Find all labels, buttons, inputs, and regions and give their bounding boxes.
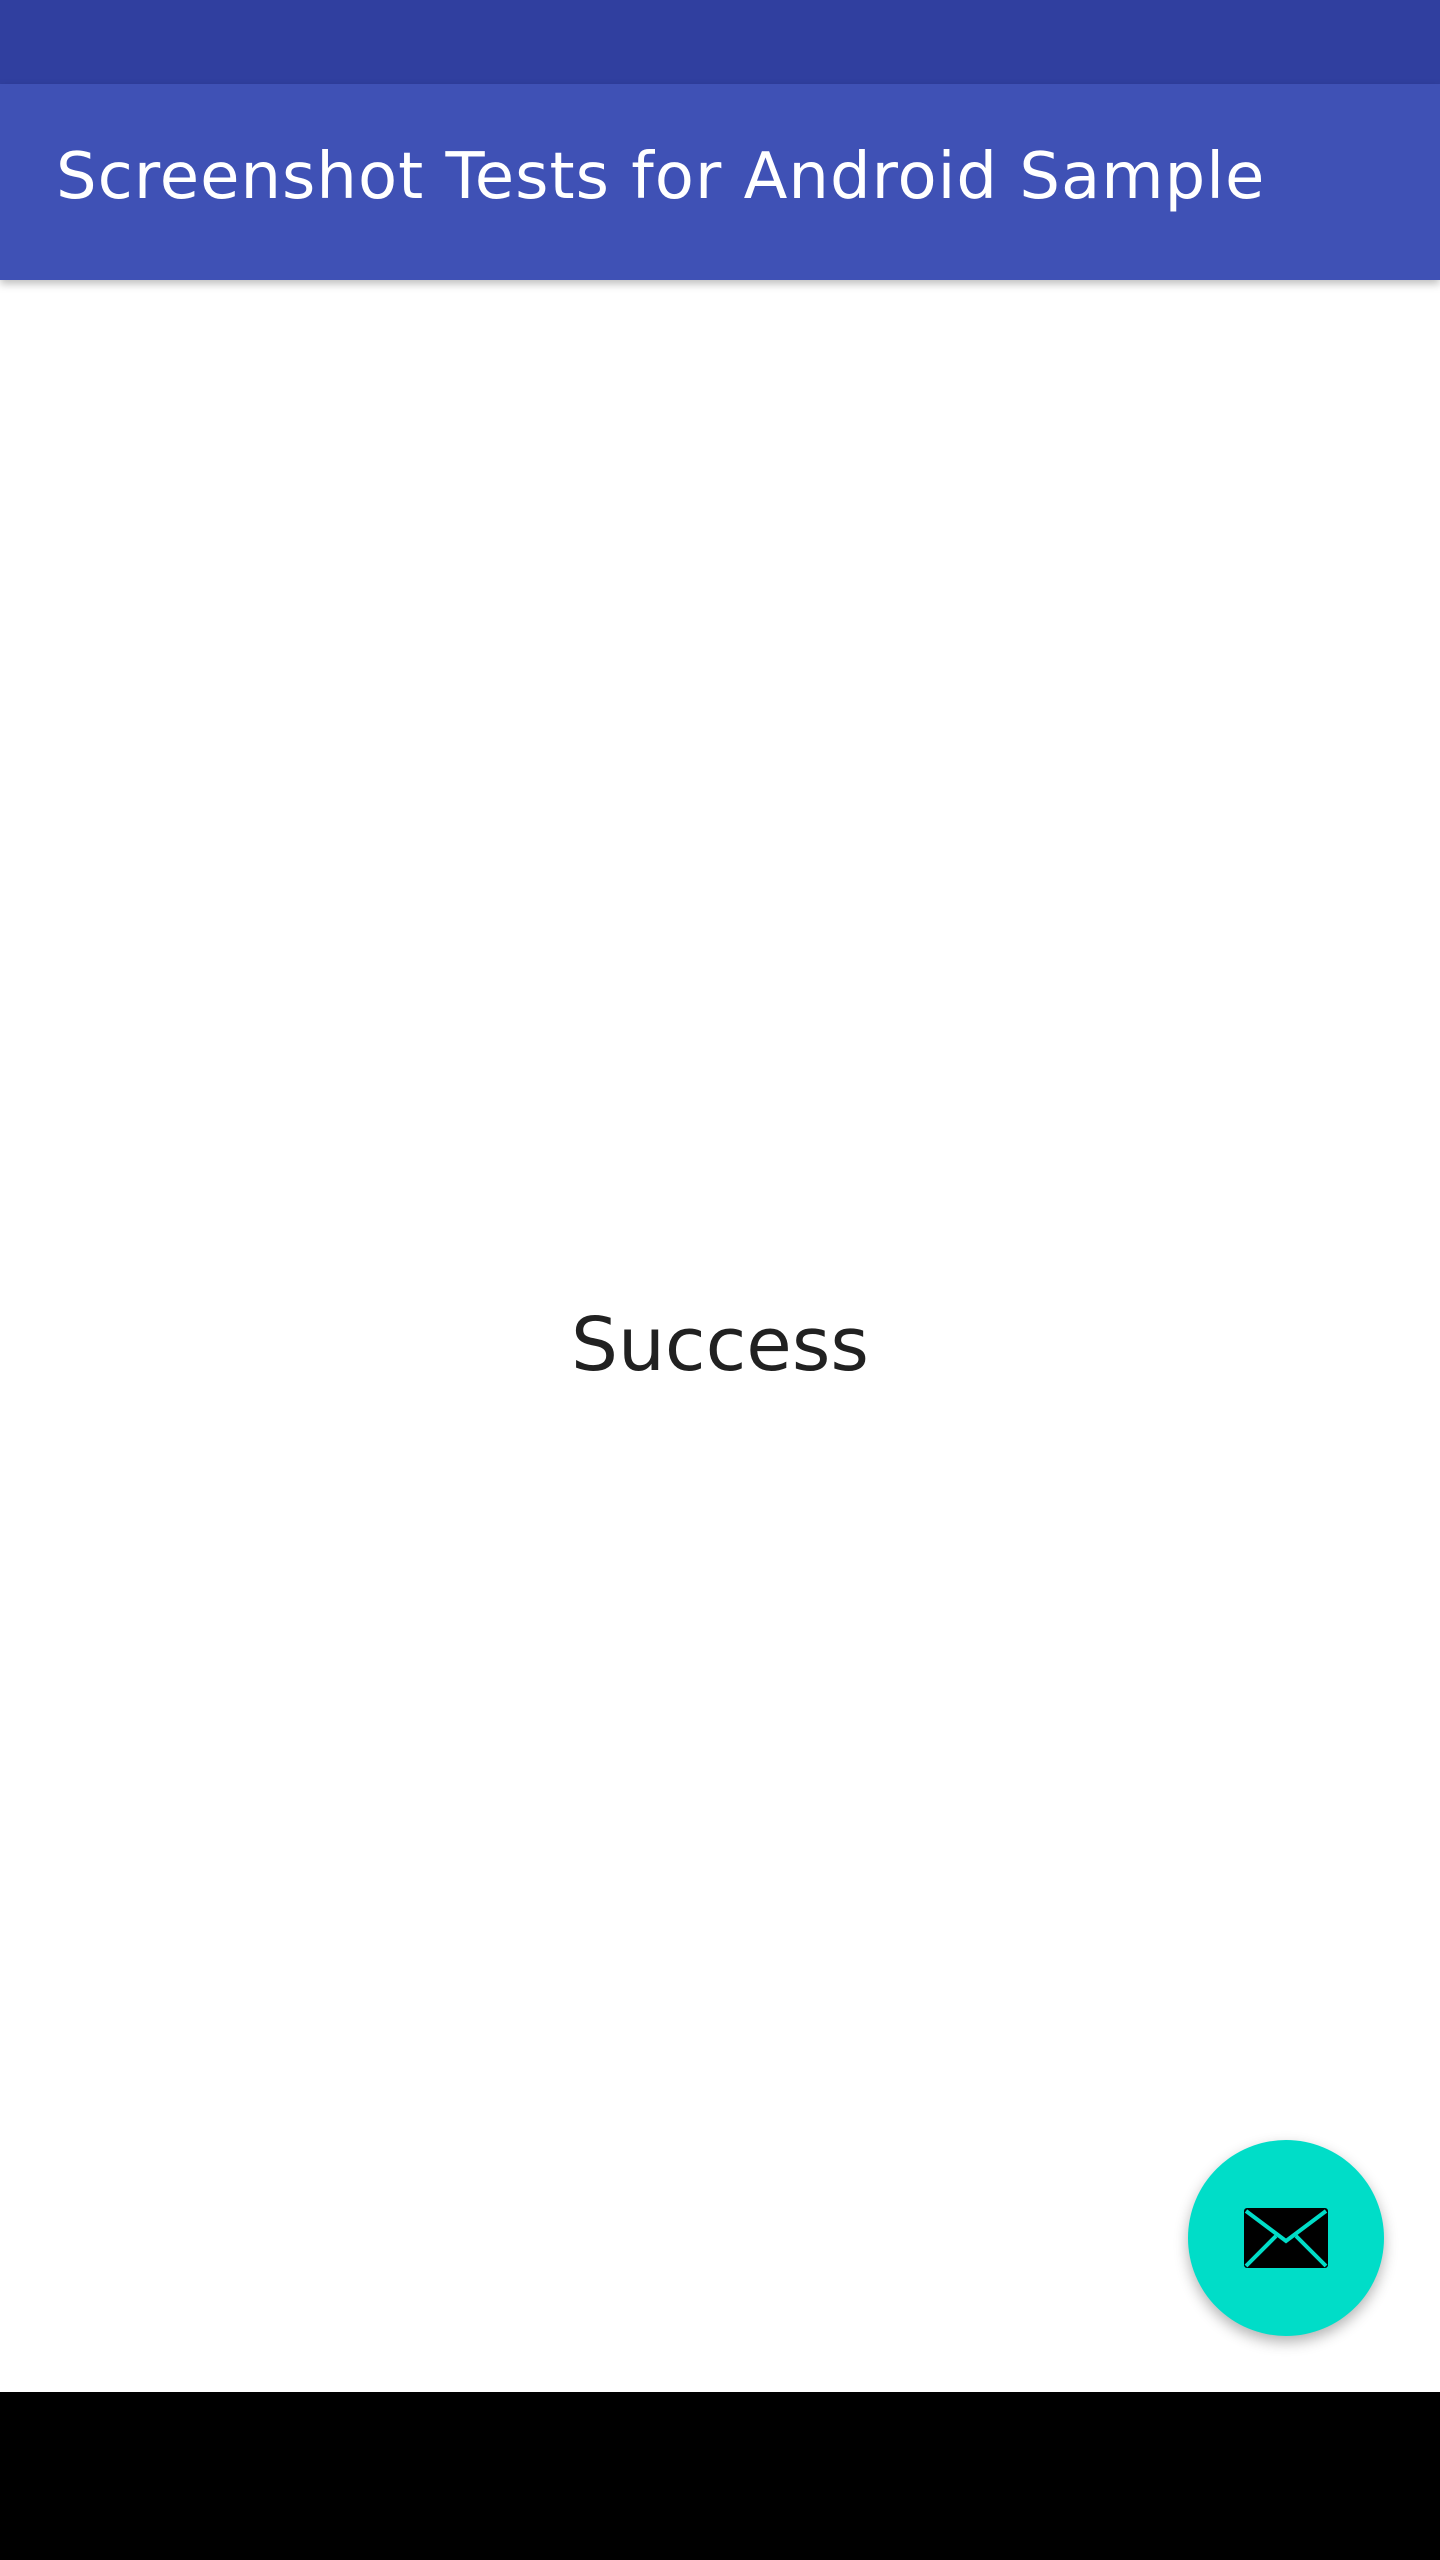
mail-fab-button[interactable]	[1188, 2140, 1384, 2336]
mail-icon	[1244, 2208, 1328, 2268]
navigation-bar	[0, 2392, 1440, 2560]
app-bar: Screenshot Tests for Android Sample	[0, 84, 1440, 280]
success-message: Success	[571, 1302, 869, 1388]
app-title: Screenshot Tests for Android Sample	[56, 140, 1266, 214]
status-bar	[0, 0, 1440, 84]
main-content	[0, 280, 1440, 2392]
